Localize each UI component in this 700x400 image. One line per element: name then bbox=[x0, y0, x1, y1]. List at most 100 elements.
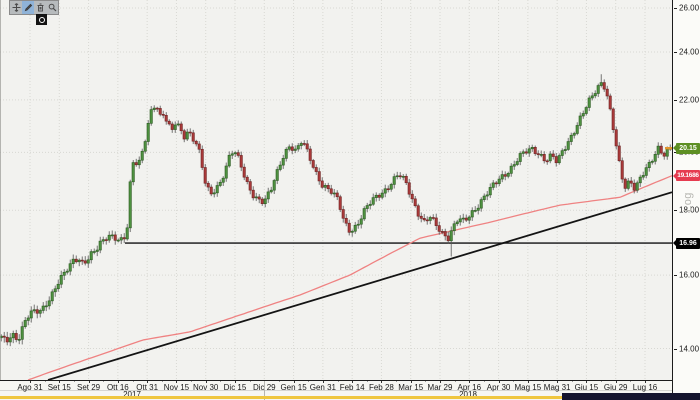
x-axis-subtick bbox=[249, 380, 251, 382]
x-axis[interactable]: 2017 2018 Ago 31 Set 15 Set 29 Ott 16 Ott 31… bbox=[0, 380, 672, 400]
x-axis-tick bbox=[381, 380, 383, 383]
x-axis-subtick bbox=[513, 380, 515, 382]
move-button[interactable] bbox=[10, 1, 22, 14]
x-axis-label: Feb 14 bbox=[339, 383, 365, 392]
x-axis-label: Giu 15 bbox=[574, 383, 599, 392]
x-axis-label: Dic 15 bbox=[223, 383, 247, 392]
x-axis-label: Mag 31 bbox=[543, 383, 571, 392]
x-axis-border bbox=[0, 380, 700, 381]
x-axis-subtick bbox=[308, 380, 310, 382]
x-axis-subtick bbox=[396, 380, 398, 382]
x-axis-tick bbox=[469, 380, 471, 383]
x-axis-subtick bbox=[220, 380, 222, 382]
log-scale-label: Log bbox=[682, 192, 694, 212]
x-axis-tick bbox=[410, 380, 412, 383]
zoom-button[interactable] bbox=[46, 1, 58, 14]
x-axis-subtick bbox=[454, 380, 456, 382]
y-axis-label: 14.00 bbox=[679, 344, 700, 354]
x-axis-tick bbox=[615, 380, 617, 383]
y-axis-label: 26.00 bbox=[679, 3, 700, 13]
x-axis-subtick bbox=[132, 380, 134, 382]
toolbar-drag-handle[interactable] bbox=[36, 14, 47, 25]
x-axis-tick bbox=[176, 380, 178, 383]
x-axis-label: Mar 15 bbox=[398, 383, 424, 392]
x-axis-subtick bbox=[366, 380, 368, 382]
y-axis-label: 18.00 bbox=[679, 205, 700, 215]
x-axis-subtick bbox=[425, 380, 427, 382]
x-axis-label: Gen 15 bbox=[280, 383, 307, 392]
gridlines bbox=[0, 0, 672, 380]
x-axis-tick bbox=[322, 380, 324, 383]
x-axis-label: Set 29 bbox=[76, 383, 101, 392]
y-axis[interactable]: Log 20.15 19.1686 16.96 14.00 16.00 18.00 2… bbox=[672, 0, 700, 400]
chart-toolbar bbox=[9, 0, 59, 15]
x-axis-tick bbox=[586, 380, 588, 383]
level-line-badge: 16.96 bbox=[673, 237, 700, 249]
x-axis-subtick bbox=[278, 380, 280, 382]
moving-average-badge: 19.1686 bbox=[673, 170, 700, 182]
x-axis-tick bbox=[147, 380, 149, 383]
timeline-scrollbar-loaded[interactable] bbox=[0, 396, 562, 399]
x-axis-label: Mag 15 bbox=[514, 383, 542, 392]
last-price-badge: 20.15 bbox=[673, 142, 700, 154]
pencil-icon bbox=[24, 3, 33, 12]
x-axis-tick bbox=[645, 380, 646, 383]
delete-button[interactable] bbox=[34, 1, 46, 14]
x-axis-label: Mar 29 bbox=[427, 383, 453, 392]
x-axis-tick bbox=[30, 380, 31, 383]
x-axis-label: Gen 31 bbox=[309, 383, 336, 392]
x-axis-label: Apr 16 bbox=[457, 383, 482, 392]
x-axis-tick bbox=[498, 380, 500, 383]
x-axis-label: Giu 29 bbox=[603, 383, 628, 392]
x-axis-subtick bbox=[161, 380, 163, 382]
x-axis-tick bbox=[527, 380, 529, 383]
handle-dot-icon bbox=[38, 16, 45, 23]
x-axis-subtick bbox=[103, 380, 105, 382]
year-label-2018: 2018 bbox=[459, 390, 477, 399]
x-axis-subtick bbox=[483, 380, 485, 382]
draw-button[interactable] bbox=[22, 1, 34, 14]
x-axis-label: Lug 16 bbox=[632, 383, 658, 392]
x-axis-subtick bbox=[44, 380, 46, 382]
x-axis-tick bbox=[59, 380, 61, 383]
x-axis-tick bbox=[440, 380, 441, 383]
x-axis-label: Feb 28 bbox=[368, 383, 394, 392]
magnifier-icon bbox=[48, 3, 57, 12]
y-axis-label: 22.00 bbox=[679, 95, 700, 105]
y-axis-tick bbox=[674, 7, 677, 9]
x-axis-subtick bbox=[542, 380, 544, 382]
year-divider bbox=[264, 380, 266, 400]
x-axis-subtick bbox=[571, 380, 573, 382]
x-axis-tick bbox=[293, 380, 295, 383]
x-axis-tick bbox=[352, 380, 354, 383]
y-axis-tick bbox=[674, 348, 677, 350]
y-axis-tick bbox=[674, 52, 677, 54]
timeline-scrollbar-more[interactable] bbox=[562, 393, 700, 400]
x-axis-label: Apr 30 bbox=[486, 383, 511, 392]
plot-left-border bbox=[0, 0, 1, 380]
y-axis-tick bbox=[674, 275, 677, 277]
year-separator-line bbox=[0, 390, 672, 391]
y-axis-tick bbox=[674, 210, 677, 212]
trash-icon bbox=[36, 3, 45, 12]
y-axis-tick bbox=[674, 152, 677, 154]
y-axis-label: 16.00 bbox=[679, 270, 700, 280]
x-axis-label: Ott 31 bbox=[136, 383, 159, 392]
x-axis-label: Nov 30 bbox=[193, 383, 219, 392]
x-axis-tick bbox=[235, 380, 236, 383]
x-axis-subtick bbox=[601, 380, 603, 382]
x-axis-label: Set 15 bbox=[47, 383, 71, 392]
x-axis-label: Ago 31 bbox=[17, 383, 43, 392]
x-axis-subtick bbox=[191, 380, 193, 382]
x-axis-subtick bbox=[73, 380, 75, 382]
candles bbox=[0, 74, 672, 347]
candlestick-chart[interactable] bbox=[0, 0, 672, 380]
x-axis-label: Ott 16 bbox=[106, 383, 129, 392]
year-label-2017: 2017 bbox=[123, 390, 141, 399]
x-axis-label: Nov 15 bbox=[163, 383, 190, 392]
x-axis-tick bbox=[205, 380, 207, 383]
trendline[interactable] bbox=[47, 191, 672, 380]
x-axis-tick bbox=[117, 380, 119, 383]
chart-canvas[interactable] bbox=[0, 0, 672, 380]
y-axis-tick bbox=[674, 99, 677, 101]
